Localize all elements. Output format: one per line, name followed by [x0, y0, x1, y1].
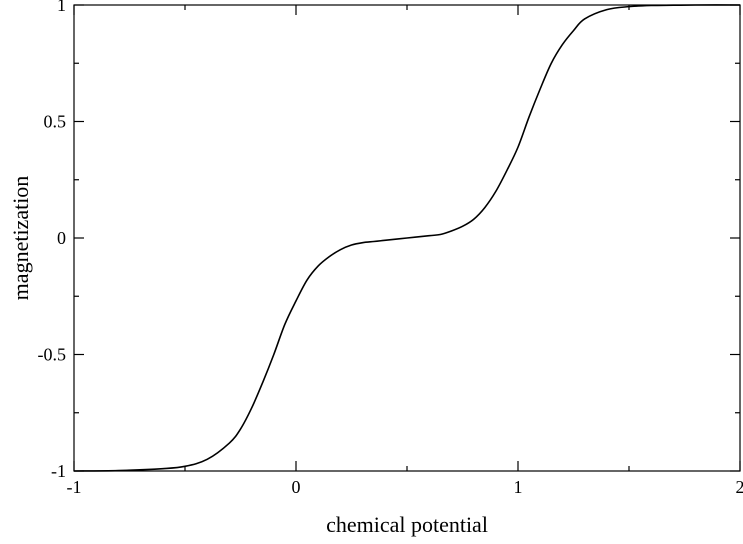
x-axis-title: chemical potential — [326, 512, 488, 537]
y-tick-label: -1 — [51, 461, 66, 481]
x-tick-label: 2 — [736, 477, 743, 497]
y-tick-label: 0.5 — [44, 112, 67, 132]
x-tick-label: -1 — [67, 477, 82, 497]
x-tick-label: 1 — [514, 477, 523, 497]
y-tick-label: 0 — [57, 228, 66, 248]
x-tick-label: 0 — [292, 477, 301, 497]
y-tick-label: 1 — [57, 0, 66, 15]
tick-labels: -1 0 1 2 -1 -0.5 0 0.5 1 — [38, 0, 743, 497]
magnetization-curve — [73, 4, 741, 472]
y-tick-label: -0.5 — [38, 345, 67, 365]
y-axis-title: magnetization — [8, 176, 33, 301]
